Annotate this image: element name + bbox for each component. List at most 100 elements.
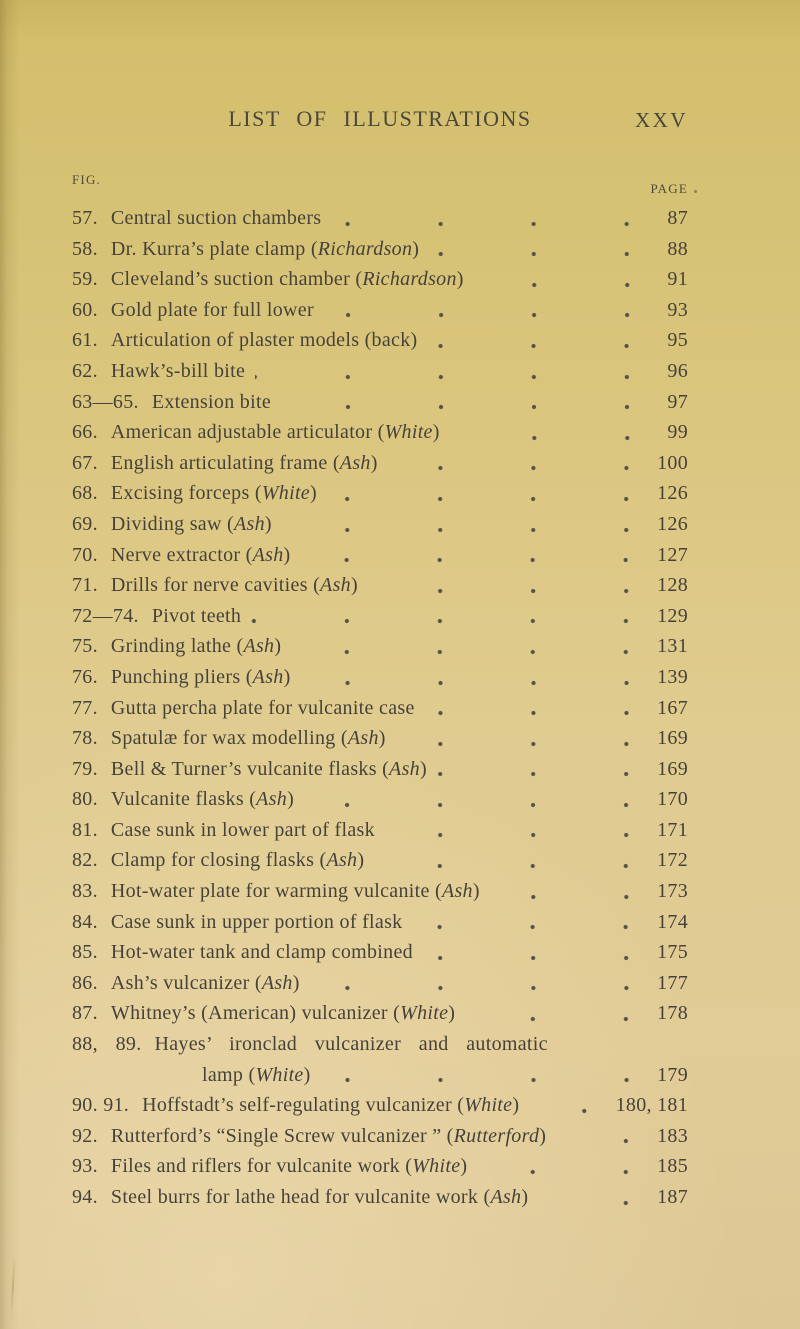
list-item: 76. Punching pliers (Ash) 139 bbox=[72, 662, 688, 693]
page-number: 169 bbox=[657, 757, 688, 780]
list-item: 57. Central suction chambers 87 bbox=[72, 203, 688, 234]
item-title: Gutta percha plate for vulcanite case bbox=[110, 696, 415, 719]
list-item: 81. Case sunk in lower part of flask 171 bbox=[72, 815, 688, 846]
fig-number: 59. bbox=[72, 268, 98, 291]
page-content: LIST OF ILLUSTRATIONS XXV FIG. PAGE 57. … bbox=[72, 0, 697, 1213]
dot-leader bbox=[281, 404, 648, 411]
dot-leader bbox=[251, 618, 648, 625]
item-title: Files and riflers for vulcanite work (Wh… bbox=[110, 1155, 468, 1178]
fig-number: 79. bbox=[72, 757, 98, 780]
list-item: 86. Ash’s vulcanizer (Ash) 177 bbox=[72, 968, 688, 999]
item-title: Whitney’s (American) vulcanizer (White) bbox=[110, 1002, 456, 1025]
item-title: Case sunk in upper portion of flask bbox=[110, 910, 403, 933]
fig-number: 60. bbox=[72, 298, 98, 321]
dot-leader bbox=[465, 1016, 648, 1023]
page-number: 126 bbox=[657, 512, 688, 535]
item-title: Bell & Turner’s vulcanite flasks (Ash) bbox=[110, 757, 427, 780]
item-title: Drills for nerve cavities (Ash) bbox=[110, 574, 358, 597]
fig-number: 68. bbox=[72, 482, 98, 505]
list-item: lamp (White) 179 bbox=[72, 1060, 688, 1091]
page-column-label: PAGE bbox=[650, 181, 697, 197]
column-headers: FIG. PAGE bbox=[72, 172, 697, 197]
page-number: 97 bbox=[667, 390, 688, 413]
list-item: 77. Gutta percha plate for vulcanite cas… bbox=[72, 693, 688, 724]
dot-leader bbox=[300, 557, 648, 564]
fig-number: 67. bbox=[72, 451, 98, 474]
dot-leader bbox=[374, 863, 648, 870]
fig-number: 92. bbox=[72, 1124, 98, 1147]
list-item: 67. English articulating frame (Ash) 100 bbox=[72, 448, 688, 479]
dot-leader bbox=[367, 587, 648, 594]
page-number: 139 bbox=[657, 665, 688, 688]
page-number: 187 bbox=[657, 1186, 688, 1208]
list-item: 59. Cleveland’s suction chamber (Richard… bbox=[72, 264, 688, 295]
folio-number: XXV bbox=[635, 108, 688, 132]
fig-number: 85. bbox=[72, 941, 98, 964]
dot-leader bbox=[422, 954, 648, 961]
item-title: Clamp for closing flasks (Ash) bbox=[110, 849, 365, 872]
list-item: 62. Hawk’s-bill bite 96 bbox=[72, 356, 688, 387]
dot-leader bbox=[255, 373, 648, 380]
list-item: 94. Steel burrs for lathe head for vulca… bbox=[72, 1182, 688, 1213]
fig-number: 88, 89. bbox=[72, 1033, 142, 1056]
item-title: Ash’s vulcanizer (Ash) bbox=[110, 971, 300, 994]
page-header: LIST OF ILLUSTRATIONS XXV bbox=[72, 106, 688, 132]
page-number: 87 bbox=[667, 207, 688, 229]
item-title: Hawk’s-bill bite bbox=[110, 359, 246, 382]
fig-number: 86. bbox=[72, 971, 98, 994]
list-item: 75. Grinding lathe (Ash) 131 bbox=[72, 631, 688, 662]
page-number: 99 bbox=[667, 421, 688, 444]
list-item: 87. Whitney’s (American) vulcanizer (Whi… bbox=[72, 998, 688, 1029]
dot-leader bbox=[300, 679, 648, 686]
item-title: English articulating frame (Ash) bbox=[110, 451, 378, 474]
page-number: 126 bbox=[657, 482, 688, 505]
page-number: 96 bbox=[667, 359, 688, 382]
dot-leader bbox=[309, 985, 648, 992]
list-item: 90. 91. Hoffstadt’s self-regulating vulc… bbox=[72, 1090, 688, 1121]
page-number: 179 bbox=[657, 1063, 688, 1086]
item-title: Vulcanite flasks (Ash) bbox=[110, 788, 295, 811]
dot-leader bbox=[304, 801, 648, 808]
item-title: Central suction chambers bbox=[110, 207, 322, 229]
page-number: 131 bbox=[657, 635, 688, 658]
page-number: 183 bbox=[657, 1124, 688, 1147]
dot-leader bbox=[291, 648, 648, 655]
dot-leader bbox=[427, 342, 648, 349]
list-item: 79. Bell & Turner’s vulcanite flasks (As… bbox=[72, 754, 688, 785]
item-title: American adjustable articulator (White) bbox=[110, 421, 440, 444]
page-number: 178 bbox=[657, 1002, 688, 1025]
fig-number: 84. bbox=[72, 910, 98, 933]
list-item: 93. Files and riflers for vulcanite work… bbox=[72, 1151, 688, 1182]
list-item: 83. Hot-water plate for warming vulcanit… bbox=[72, 876, 688, 907]
page-number: 180, 181 bbox=[615, 1094, 688, 1117]
fig-number: 81. bbox=[72, 818, 98, 841]
fig-number: 72—74. bbox=[72, 604, 139, 627]
item-title: Grinding lathe (Ash) bbox=[110, 635, 282, 658]
page-number: 177 bbox=[657, 971, 688, 994]
item-title: Excising forceps (White) bbox=[110, 482, 317, 505]
fig-number: 94. bbox=[72, 1186, 98, 1208]
ink-speck bbox=[694, 190, 697, 193]
list-item: 66. American adjustable articulator (Whi… bbox=[72, 417, 688, 448]
page-number: 129 bbox=[657, 604, 688, 627]
list-item: 63—65. Extension bite 97 bbox=[72, 387, 688, 418]
list-item: 61. Articulation of plaster models (back… bbox=[72, 325, 688, 356]
fig-number: 71. bbox=[72, 574, 98, 597]
item-title: Steel burrs for lathe head for vulcanite… bbox=[110, 1186, 529, 1208]
dot-leader bbox=[436, 771, 648, 778]
fig-number: 62. bbox=[72, 359, 98, 382]
list-item: 60. Gold plate for full lower 93 bbox=[72, 295, 688, 326]
item-title: Cleveland’s suction chamber (Richardson) bbox=[110, 268, 464, 291]
dot-leader bbox=[320, 1077, 648, 1084]
fig-number: 66. bbox=[72, 421, 98, 444]
dot-leader bbox=[473, 281, 648, 288]
list-item: 78. Spatulæ for wax modelling (Ash) 169 bbox=[72, 723, 688, 754]
page-number: 169 bbox=[657, 727, 688, 750]
fig-column-label: FIG. bbox=[72, 172, 101, 187]
dot-leader bbox=[331, 220, 648, 227]
dot-leader bbox=[412, 924, 648, 931]
page-number: 172 bbox=[657, 849, 688, 872]
fig-number: 87. bbox=[72, 1002, 98, 1025]
fig-number: 93. bbox=[72, 1155, 98, 1178]
item-title: Rutterford’s “Single Screw vulcanizer ” … bbox=[110, 1124, 547, 1147]
